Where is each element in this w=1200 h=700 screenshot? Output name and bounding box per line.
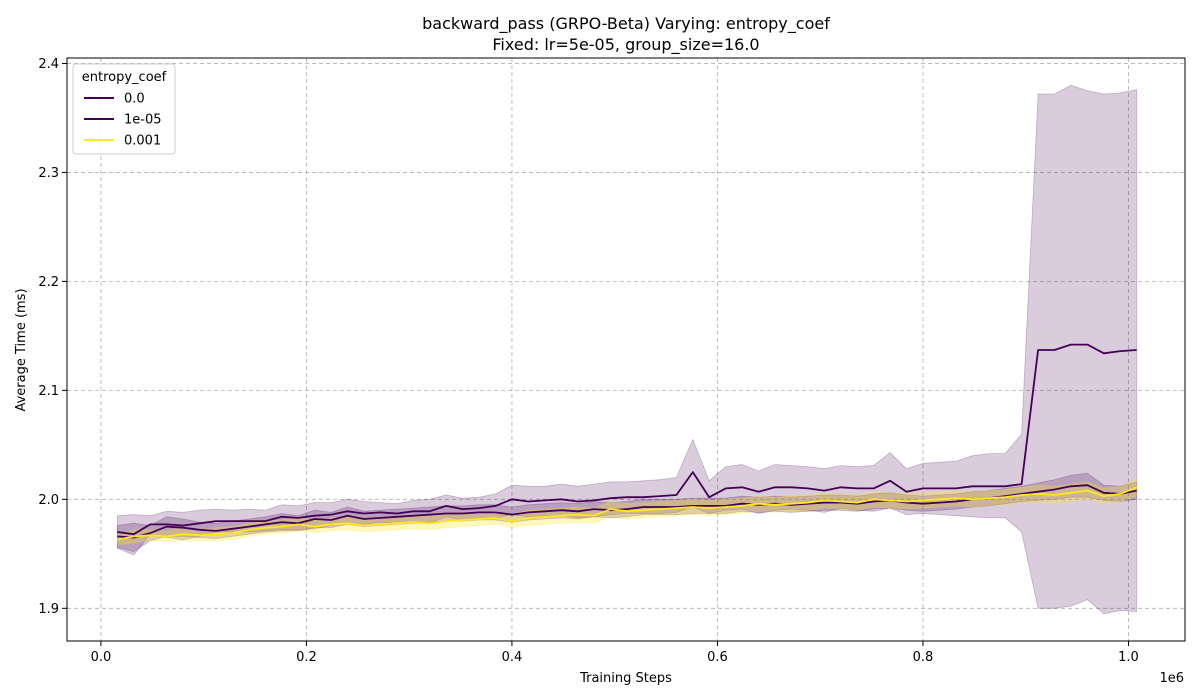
- x-axis-offset-label: 1e6: [1159, 671, 1184, 686]
- x-tick-label: 0.2: [296, 650, 317, 665]
- series-lines: [117, 343, 1138, 541]
- y-axis-ticks: 1.9 2.0 2.1 2.2 2.3 2.4: [38, 57, 67, 617]
- chart-subtitle: Fixed: lr=5e-05, group_size=16.0: [492, 35, 759, 55]
- series-band-2: [117, 84, 1138, 615]
- series-line-3: [117, 486, 1138, 541]
- legend-label-3: 0.001: [124, 134, 161, 149]
- legend-label-1: 0.0: [124, 92, 145, 107]
- legend: entropy_coef 0.0 1e-05 0.001: [72, 63, 176, 155]
- grid-lines: [67, 58, 1185, 641]
- x-tick-label: 0.8: [913, 650, 934, 665]
- series-line-2: [117, 343, 1137, 536]
- y-tick-label: 2.4: [38, 57, 59, 72]
- y-tick-label: 1.9: [38, 602, 59, 617]
- legend-label-2: 1e-05: [124, 113, 162, 128]
- plot-frame: [66, 57, 1186, 642]
- series-line-1: [117, 484, 1137, 539]
- legend-title: entropy_coef: [82, 70, 167, 85]
- x-axis-ticks: 0.0 0.2 0.4 0.6 0.8 1.0: [91, 641, 1139, 665]
- x-tick-label: 0.4: [502, 650, 523, 665]
- y-tick-label: 2.0: [38, 493, 59, 508]
- y-tick-label: 2.3: [38, 166, 59, 181]
- x-tick-label: 0.0: [91, 650, 112, 665]
- x-tick-label: 1.0: [1118, 650, 1139, 665]
- y-axis-label: Average Time (ms): [14, 288, 29, 411]
- x-tick-label: 0.6: [707, 650, 728, 665]
- chart-title: backward_pass (GRPO-Beta) Varying: entro…: [422, 14, 830, 34]
- legend-box: [72, 63, 176, 155]
- y-tick-label: 2.1: [38, 384, 59, 399]
- x-axis-label: Training Steps: [579, 671, 672, 686]
- y-tick-label: 2.2: [38, 275, 59, 290]
- legend-entries: 0.0 1e-05 0.001: [84, 92, 162, 149]
